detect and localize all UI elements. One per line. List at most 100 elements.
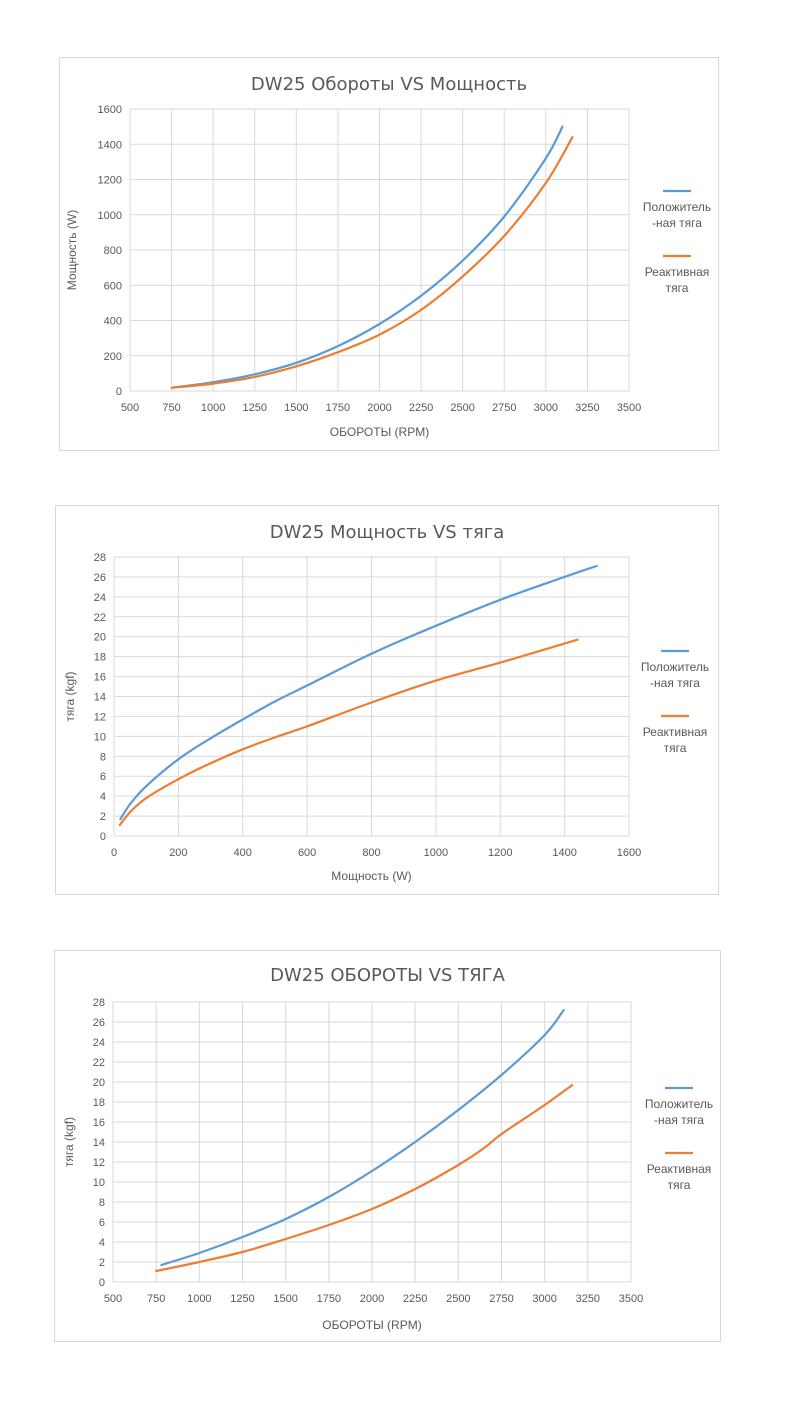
chart-svg: 500 750 1000 1250 1500 1750 2000 2250 2500 2750 30… (62, 997, 713, 1332)
x-tick-label: 2500 (446, 1293, 470, 1305)
legend-reactive-label: Реактивная (645, 265, 710, 279)
y-tick-label: 20 (93, 1077, 105, 1089)
y-tick-label: 16 (94, 672, 106, 684)
y-tick-label: 14 (94, 692, 106, 704)
x-tick-label: 750 (147, 1293, 165, 1305)
x-tick-label: 1500 (284, 402, 308, 414)
y-tick-label: 6 (99, 1217, 105, 1229)
x-tick-label: 2250 (403, 1293, 427, 1305)
y-tick-label: 14 (93, 1137, 105, 1149)
x-tick-label: 2750 (489, 1293, 513, 1305)
x-tick-label: 3250 (575, 402, 599, 414)
y-tick-label: 10 (94, 731, 106, 743)
chart-power-vs-thrust: DW25 Мощность VS тяга 0 200 400 600 800 1000 1… (55, 505, 719, 895)
x-axis-label: ОБОРОТЫ (RPM) (330, 425, 429, 439)
x-axis-label: Мощность (W) (331, 869, 411, 883)
y-tick-label: 18 (94, 652, 106, 664)
x-axis-label: ОБОРОТЫ (RPM) (322, 1318, 421, 1332)
chart-title: DW25 ОБОРОТЫ VS ТЯГА (270, 965, 505, 986)
x-tick-label: 3500 (617, 402, 641, 414)
legend-positive-label: Положитель (641, 660, 709, 674)
y-tick-label: 800 (104, 245, 122, 257)
y-tick-label: 1400 (98, 139, 122, 151)
x-tick-label: 1500 (273, 1293, 297, 1305)
chart-title: DW25 Мощность VS тяга (269, 522, 505, 543)
y-tick-label: 0 (100, 831, 106, 843)
legend-reactive-label: Реактивная (647, 1162, 712, 1176)
x-tick-label: 600 (298, 847, 316, 859)
y-tick-label: 2 (100, 811, 106, 823)
y-tick-label: 8 (99, 1197, 105, 1209)
y-tick-label: 16 (93, 1117, 105, 1129)
x-tick-label: 1000 (424, 847, 448, 859)
chart-svg: 500 750 1000 1250 1500 1750 2000 2250 2500 2750 30… (65, 104, 711, 439)
y-tick-label: 12 (93, 1157, 105, 1169)
series-line-reactive (118, 638, 579, 827)
series-line-reactive (155, 1083, 574, 1273)
legend-positive-label: -ная тяга (650, 676, 700, 690)
y-tick-label: 8 (100, 751, 106, 763)
x-tick-label: 500 (121, 402, 139, 414)
x-tick-label: 1750 (326, 402, 350, 414)
y-tick-label: 4 (99, 1237, 105, 1249)
x-tick-label: 1600 (617, 847, 641, 859)
x-tick-label: 1400 (552, 847, 576, 859)
x-tick-label: 3250 (576, 1293, 600, 1305)
y-tick-label: 26 (94, 572, 106, 584)
y-tick-label: 12 (94, 711, 106, 723)
y-tick-label: 1000 (98, 210, 122, 222)
y-tick-label: 200 (104, 351, 122, 363)
x-tick-label: 2750 (492, 402, 516, 414)
x-tick-label: 3500 (619, 1293, 643, 1305)
y-axis-label: Мощность (W) (65, 210, 79, 290)
series-line-reactive (170, 136, 574, 389)
x-tick-label: 2250 (409, 402, 433, 414)
x-tick-label: 1200 (488, 847, 512, 859)
y-tick-label: 28 (93, 997, 105, 1009)
legend-positive-label: -ная тяга (652, 216, 702, 230)
x-tick-label: 0 (111, 847, 117, 859)
x-tick-label: 500 (104, 1293, 122, 1305)
y-tick-label: 1200 (98, 175, 122, 187)
y-tick-label: 28 (94, 552, 106, 564)
y-tick-label: 400 (104, 316, 122, 328)
y-tick-label: 2 (99, 1257, 105, 1269)
y-axis-label: тяга (kgf) (63, 671, 77, 721)
chart-svg: 0 200 400 600 800 1000 1200 1400 160002468101214… (63, 552, 709, 883)
legend-reactive-label: тяга (668, 1178, 691, 1192)
legend-positive-label: Положитель (645, 1097, 713, 1111)
y-tick-label: 24 (94, 592, 106, 604)
x-tick-label: 1750 (317, 1293, 341, 1305)
y-tick-label: 24 (93, 1037, 105, 1049)
y-tick-label: 0 (99, 1277, 105, 1289)
chart-rpm-vs-thrust: DW25 ОБОРОТЫ VS ТЯГА 500 750 1000 1250 1500 1… (54, 950, 721, 1342)
y-tick-label: 22 (94, 612, 106, 624)
legend-positive-label: Положитель (643, 200, 711, 214)
y-tick-label: 26 (93, 1017, 105, 1029)
y-tick-label: 20 (94, 632, 106, 644)
series-line-positive (160, 1008, 565, 1267)
x-tick-label: 1000 (187, 1293, 211, 1305)
chart-title: DW25 Обороты VS Мощность (250, 74, 528, 95)
x-tick-label: 750 (162, 402, 180, 414)
y-tick-label: 600 (104, 280, 122, 292)
y-tick-label: 4 (100, 791, 106, 803)
x-tick-label: 1250 (230, 1293, 254, 1305)
x-tick-label: 2000 (367, 402, 391, 414)
legend-reactive-label: тяга (664, 741, 687, 755)
series-line-positive (172, 125, 564, 389)
x-tick-label: 400 (234, 847, 252, 859)
legend-reactive-label: Реактивная (643, 725, 708, 739)
y-tick-label: 10 (93, 1177, 105, 1189)
x-tick-label: 800 (362, 847, 380, 859)
x-tick-label: 1250 (243, 402, 267, 414)
legend-reactive-label: тяга (666, 281, 689, 295)
y-tick-label: 0 (116, 386, 122, 398)
y-tick-label: 6 (100, 771, 106, 783)
y-tick-label: 22 (93, 1057, 105, 1069)
chart-rpm-vs-power: DW25 Обороты VS Мощность 500 750 1000 1250 1… (59, 57, 719, 451)
series-line-positive (119, 564, 598, 821)
x-tick-label: 200 (169, 847, 187, 859)
x-tick-label: 3000 (534, 402, 558, 414)
legend-positive-label: -ная тяга (654, 1113, 704, 1127)
